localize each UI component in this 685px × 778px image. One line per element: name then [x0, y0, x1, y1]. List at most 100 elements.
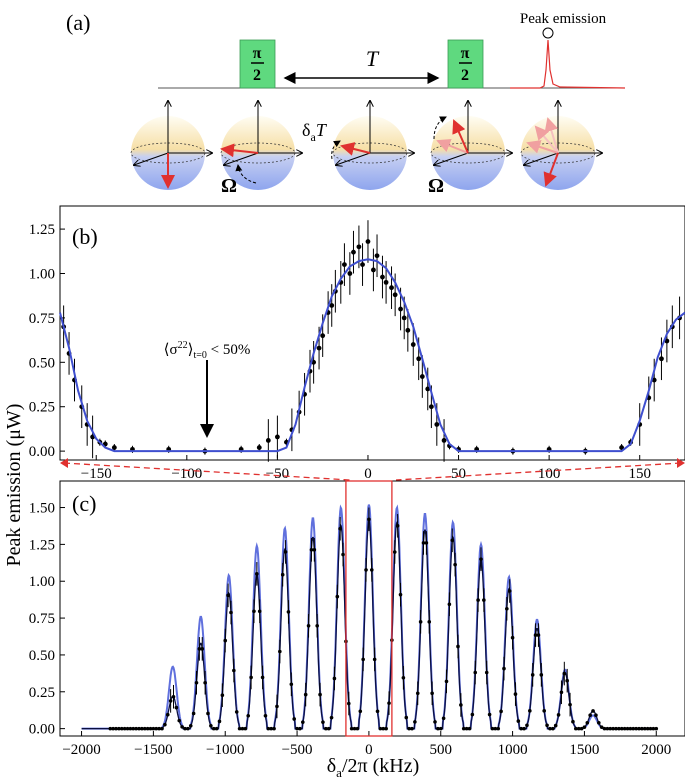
pulse-left-numerator: π: [253, 45, 262, 62]
y-tick-label: 0.25: [29, 685, 55, 701]
data-point: [410, 342, 416, 347]
data-point: [467, 726, 472, 731]
data-point: [542, 709, 546, 713]
data-point: [651, 726, 656, 731]
data-point: [383, 279, 389, 285]
panel-b-annotation: ⟨σ22⟩t=0 < 50%: [164, 340, 251, 361]
data-point: [171, 694, 176, 699]
data-point: [464, 726, 469, 731]
data-point: [346, 701, 351, 706]
phase-label: δaT: [302, 120, 328, 144]
data-point: [588, 713, 592, 718]
data-point: [163, 722, 167, 727]
data-point: [640, 726, 644, 731]
data-point: [324, 726, 328, 731]
x-tick-label: −1000: [206, 742, 244, 758]
data-point: [441, 438, 447, 443]
data-point: [269, 726, 274, 731]
data-point: [625, 726, 630, 731]
data-point: [619, 726, 624, 731]
data-point: [234, 710, 239, 714]
y-tick-label: 0.25: [29, 400, 55, 416]
annotation-sub: t=0: [193, 350, 206, 361]
data-point: [326, 726, 331, 731]
data-point: [545, 723, 549, 728]
data-point: [134, 726, 138, 731]
data-point: [111, 726, 115, 731]
data-point: [206, 711, 210, 716]
data-point: [237, 726, 242, 731]
x-tick-label: 1000: [498, 742, 528, 758]
x-tick-label: −50: [266, 466, 289, 482]
data-point: [421, 541, 426, 545]
data-point: [392, 550, 397, 554]
data-point: [321, 720, 325, 724]
data-point: [338, 526, 342, 531]
data-point: [392, 292, 398, 298]
data-point: [329, 303, 335, 308]
data-point: [559, 690, 564, 695]
data-point: [398, 592, 403, 597]
data-point: [188, 723, 193, 728]
data-point: [599, 725, 604, 729]
data-point: [306, 623, 311, 628]
data-point: [562, 671, 567, 676]
data-point: [137, 726, 141, 731]
data-point: [505, 606, 509, 611]
data-point: [596, 720, 601, 725]
data-point: [405, 327, 411, 333]
data-point: [565, 678, 569, 683]
data-point: [605, 726, 610, 731]
data-point: [148, 726, 153, 731]
data-point: [360, 262, 365, 268]
data-point: [361, 657, 365, 662]
data-point: [315, 623, 319, 628]
data-point: [553, 723, 558, 728]
annotation-sup: 22: [178, 340, 188, 351]
zoom-connectors: [60, 458, 685, 481]
data-point: [341, 552, 345, 557]
data-point: [424, 541, 429, 545]
data-point: [252, 609, 256, 614]
data-point: [108, 726, 113, 731]
data-point: [634, 726, 638, 731]
phase-label-T: T: [316, 120, 328, 140]
data-point: [484, 670, 489, 675]
zoom-arrow-left: [60, 458, 68, 468]
data-point: [342, 262, 347, 268]
data-point: [425, 386, 431, 392]
data-point: [165, 712, 170, 717]
data-point: [246, 713, 251, 718]
data-point: [374, 253, 380, 259]
data-point: [223, 638, 228, 643]
data-point: [645, 726, 650, 731]
data-point: [568, 702, 572, 707]
data-point: [619, 445, 624, 450]
bloch-sphere-1: [130, 101, 212, 190]
x-tick-label: 500: [429, 742, 452, 758]
x-tick-label: 150: [628, 466, 651, 482]
data-point: [436, 726, 440, 731]
data-point: [351, 249, 356, 255]
data-point: [358, 709, 363, 714]
phase-label-delta: δ: [302, 120, 310, 140]
data-point: [114, 726, 118, 731]
data-point: [151, 726, 156, 731]
data-point: [428, 404, 434, 410]
data-point: [265, 438, 271, 443]
x-axis-title-sub: a: [336, 765, 342, 778]
data-point: [226, 593, 230, 598]
data-point: [651, 377, 657, 383]
pulse-left-denominator: 2: [253, 67, 261, 84]
data-point: [413, 720, 417, 724]
data-point: [447, 602, 452, 607]
zoom-line-left: [63, 462, 351, 481]
peak-emission-label: Peak emission: [520, 11, 607, 27]
data-point: [450, 538, 455, 543]
data-point: [142, 726, 147, 731]
data-point: [365, 239, 371, 244]
data-point: [352, 726, 357, 731]
data-point: [617, 726, 621, 731]
data-point: [371, 267, 376, 273]
data-point: [539, 673, 544, 677]
